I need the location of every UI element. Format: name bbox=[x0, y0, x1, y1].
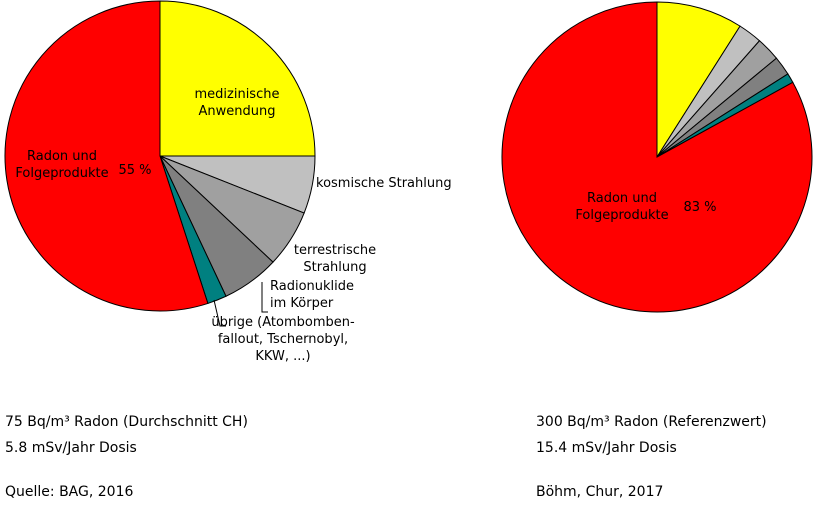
slice-label: kosmische Strahlung bbox=[316, 176, 452, 191]
slice-label: Radon und Folgeprodukte bbox=[575, 191, 668, 223]
slice-label: Radionuklide im Körper bbox=[270, 279, 354, 311]
caption: 15.4 mSv/Jahr Dosis bbox=[536, 440, 677, 456]
slice-label: Radon und Folgeprodukte bbox=[15, 149, 108, 181]
pie-slice bbox=[159, 0, 316, 157]
value-label: 55 % bbox=[118, 163, 151, 178]
caption: 75 Bq/m³ Radon (Durchschnitt CH) bbox=[5, 414, 248, 430]
value-label: 83 % bbox=[683, 200, 716, 215]
caption: Quelle: BAG, 2016 bbox=[5, 484, 133, 500]
caption: 5.8 mSv/Jahr Dosis bbox=[5, 440, 137, 456]
pie-slice bbox=[656, 1, 741, 159]
slice-label: übrige (Atombomben-fallout, Tschernobyl,… bbox=[211, 315, 355, 364]
pie-slice bbox=[4, 0, 209, 312]
pie-slice bbox=[501, 1, 813, 313]
slice-label: terrestrische Strahlung bbox=[294, 243, 376, 275]
leader-line bbox=[261, 282, 268, 313]
leader-line bbox=[213, 299, 226, 327]
caption: Böhm, Chur, 2017 bbox=[536, 484, 663, 500]
leader-lines bbox=[213, 282, 268, 327]
slice-label: medizinische Anwendung bbox=[195, 87, 280, 119]
caption: 300 Bq/m³ Radon (Referenzwert) bbox=[536, 414, 767, 430]
